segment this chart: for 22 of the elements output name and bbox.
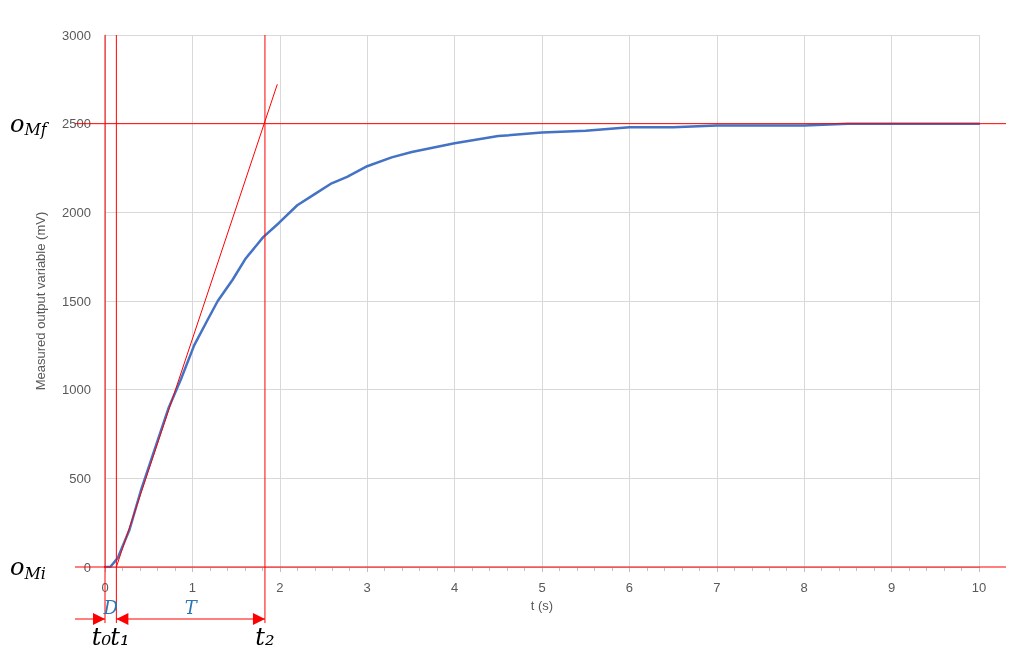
x-tick-label: 5: [538, 580, 546, 595]
y-axis-title: Measured output variable (mV): [33, 211, 48, 391]
x-tick-label: 9: [887, 580, 896, 595]
y-tick-label: 1500: [62, 293, 91, 309]
y-tick-label: 3000: [62, 27, 91, 43]
ref-line-label: t₀: [91, 623, 112, 651]
ref-line-label: t₂: [255, 623, 275, 651]
y-tick-label: 2500: [62, 116, 91, 132]
x-tick-label: 7: [713, 580, 721, 595]
x-tick-label: 6: [625, 580, 634, 595]
text: T: [184, 596, 199, 618]
y-tick-label: 2000: [62, 204, 91, 220]
x-tick-label: 3: [363, 580, 371, 595]
y-tick-label: 1000: [62, 382, 91, 398]
x-tick-label: 8: [800, 580, 808, 595]
x-axis-title: t (s): [530, 597, 554, 613]
y-tick-label: 500: [69, 470, 91, 486]
x-tick-label: 2: [276, 580, 284, 595]
ref-line-label: t₁: [110, 623, 130, 651]
x-tick-label: 1: [188, 580, 197, 595]
x-tick-label: 4: [450, 580, 459, 595]
x-tick-label: 10: [971, 580, 987, 595]
